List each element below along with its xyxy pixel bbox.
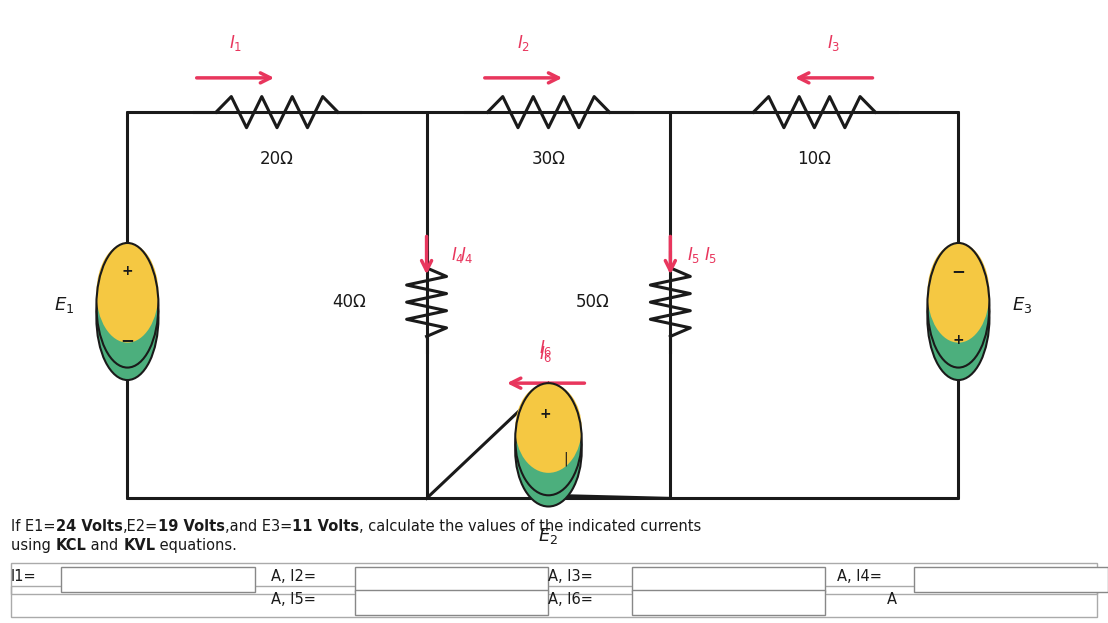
Text: A, I6=: A, I6= — [548, 592, 594, 607]
Text: A, I3=: A, I3= — [548, 569, 593, 584]
Text: $I_4$: $I_4$ — [460, 245, 473, 265]
Text: +: + — [953, 333, 964, 346]
Text: A: A — [886, 592, 896, 607]
Ellipse shape — [515, 394, 582, 506]
Text: $E_1$: $E_1$ — [54, 295, 74, 315]
Ellipse shape — [927, 255, 989, 380]
Text: $E_3$: $E_3$ — [1012, 295, 1032, 315]
Text: $I_5$: $I_5$ — [687, 245, 700, 265]
Text: $I_6$: $I_6$ — [538, 338, 553, 358]
Text: ,and E3=: ,and E3= — [225, 519, 291, 534]
Text: 19 Volts: 19 Volts — [157, 519, 225, 534]
Text: $I_5$: $I_5$ — [704, 245, 717, 265]
Ellipse shape — [515, 383, 582, 473]
Text: equations.: equations. — [155, 538, 237, 553]
Text: |: | — [563, 452, 567, 466]
Text: +: + — [540, 407, 551, 421]
Text: −: − — [121, 331, 134, 348]
Text: $I_4$: $I_4$ — [451, 245, 464, 265]
Text: I1=: I1= — [11, 569, 37, 584]
Text: $I_6$: $I_6$ — [540, 345, 553, 364]
Text: A, I2=: A, I2= — [271, 569, 317, 584]
Text: 20Ω: 20Ω — [260, 150, 294, 168]
Text: $I_2$: $I_2$ — [517, 33, 530, 53]
Text: 30Ω: 30Ω — [532, 150, 565, 168]
Text: A, I4=: A, I4= — [837, 569, 882, 584]
Ellipse shape — [96, 243, 158, 343]
Text: A, I5=: A, I5= — [271, 592, 317, 607]
Text: 40Ω: 40Ω — [332, 293, 366, 311]
Text: ,E2=: ,E2= — [123, 519, 157, 534]
Text: KCL: KCL — [55, 538, 86, 553]
Text: $E_2$: $E_2$ — [538, 526, 558, 546]
Text: $I_3$: $I_3$ — [827, 33, 841, 53]
Text: −: − — [952, 262, 965, 280]
Text: 10Ω: 10Ω — [798, 150, 831, 168]
Ellipse shape — [927, 243, 989, 343]
Text: , calculate the values of the indicated currents: , calculate the values of the indicated … — [359, 519, 701, 534]
Text: 50Ω: 50Ω — [576, 293, 609, 311]
Text: +: + — [122, 264, 133, 278]
Text: KVL: KVL — [123, 538, 155, 553]
Ellipse shape — [96, 255, 158, 380]
Text: $I_1$: $I_1$ — [229, 33, 242, 53]
Text: 24 Volts: 24 Volts — [55, 519, 123, 534]
Text: 11 Volts: 11 Volts — [291, 519, 359, 534]
Text: using: using — [11, 538, 55, 553]
Text: If E1=: If E1= — [11, 519, 55, 534]
Text: and: and — [86, 538, 123, 553]
